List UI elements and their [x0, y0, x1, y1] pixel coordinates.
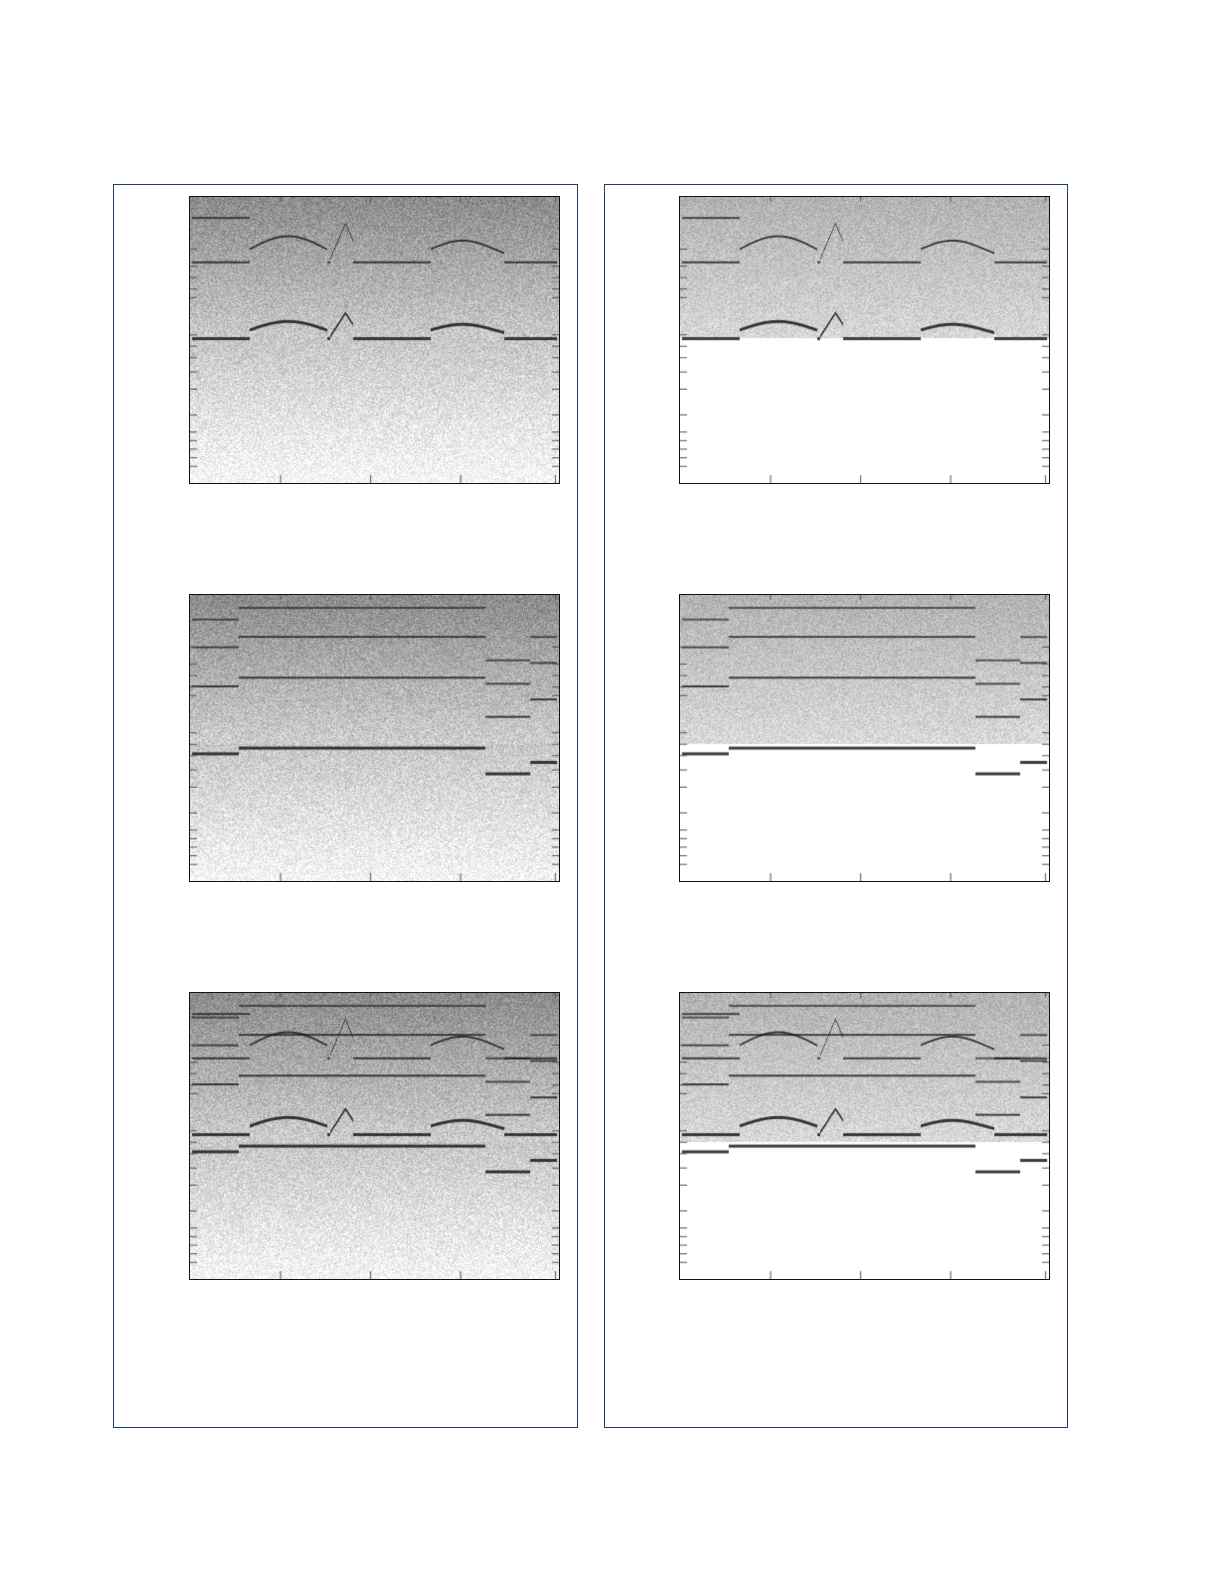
spectrogram-left-2: [189, 594, 560, 882]
spectrogram-image: [680, 197, 1049, 483]
left-figure-frame: [113, 184, 578, 1428]
spectrogram-right-3: [679, 992, 1050, 1280]
spectrogram-image: [190, 595, 559, 881]
right-figure-frame: [604, 184, 1068, 1428]
spectrogram-image: [680, 595, 1049, 881]
spectrogram-image: [680, 993, 1049, 1279]
spectrogram-image: [190, 197, 559, 483]
spectrogram-image: [190, 993, 559, 1279]
spectrogram-left-3: [189, 992, 560, 1280]
spectrogram-right-2: [679, 594, 1050, 882]
spectrogram-right-1: [679, 196, 1050, 484]
spectrogram-left-1: [189, 196, 560, 484]
